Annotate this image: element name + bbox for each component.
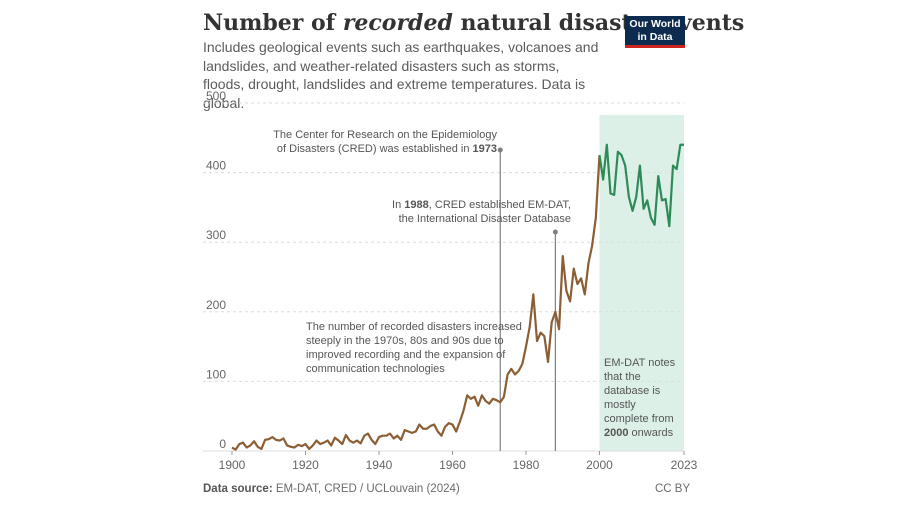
- annotation-steep-rise-segment: s and: [422, 335, 452, 347]
- annotation-cred-segment: 1973: [473, 143, 497, 155]
- series-line-post-2000: [598, 143, 684, 228]
- owid-logo[interactable]: Our World in Data: [625, 16, 685, 48]
- annotation-emdat-segment: 1988: [404, 199, 428, 211]
- x-tick-label: 1900: [219, 458, 246, 472]
- annotation-steep-rise-segment: 90: [452, 335, 464, 347]
- y-tick-label: 0: [219, 437, 226, 451]
- data-source: Data source: EM-DAT, CRED / UCLouvain (2…: [203, 483, 460, 495]
- title-suffix: natural disaster events: [452, 10, 745, 36]
- annotation-steep-rise: The number of recorded disasters increas…: [306, 321, 522, 375]
- annotation-steep-rise-line: steeply in the 1970s, 80s and 90s due to: [306, 335, 504, 347]
- x-tick-label: 2000: [586, 458, 613, 472]
- x-tick-label: 1960: [439, 458, 466, 472]
- x-tick-label: 1940: [366, 458, 393, 472]
- annotation-steep-rise-segment: improved recording and the expansion of: [306, 349, 506, 361]
- annotation-complete-2000-line: that the: [604, 371, 641, 383]
- logo-line-1: Our World: [629, 18, 681, 30]
- line-chart: 0 100 200 300 400 500 1900 1920 1940 1960 1980 2000…: [203, 89, 698, 472]
- annotation-complete-2000-line: complete from: [604, 413, 674, 425]
- annotation-steep-rise-line: improved recording and the expansion of: [306, 349, 506, 361]
- annotation-complete-2000-segment: database is: [604, 385, 661, 397]
- annotation-emdat-segment: the International Disaster Database: [399, 213, 571, 225]
- data-source-label: Data source:: [203, 483, 273, 495]
- title-emphasis: recorded: [342, 10, 453, 36]
- license[interactable]: CC BY: [655, 483, 691, 495]
- x-tick-label: 1980: [513, 458, 540, 472]
- annotation-emdat: In 1988, CRED established EM-DAT, the Int…: [392, 199, 571, 225]
- annotation-steep-rise-segment: s,: [398, 335, 410, 347]
- annotation-complete-2000: EM-DAT notes that the database is mostly com…: [604, 357, 676, 439]
- annotation-cred-segment: of Disasters (CRED) was established in: [277, 143, 473, 155]
- series-line-pre-2000: [231, 155, 601, 451]
- annotation-steep-rise-segment: The number of recorded disasters increas…: [306, 321, 522, 333]
- annotation-complete-2000-segment: that the: [604, 371, 641, 383]
- x-tick-label: 2023: [671, 458, 698, 472]
- annotation-complete-2000-line: mostly: [604, 399, 636, 411]
- annotation-steep-rise-line: communication technologies: [306, 363, 445, 375]
- y-tick-label: 500: [206, 89, 226, 103]
- data-source-text: EM-DAT, CRED / UCLouvain (2024): [272, 483, 460, 495]
- chart-title: Number of recorded natural disaster even…: [203, 10, 744, 36]
- annotation-steep-rise-segment: 80: [410, 335, 422, 347]
- annotation-steep-rise-segment: steeply in the: [306, 335, 374, 347]
- annotation-cred: The Center for Research on the Epidemiol…: [273, 129, 497, 155]
- y-tick-label: 300: [206, 228, 226, 242]
- annotation-steep-rise-segment: 1970: [374, 335, 398, 347]
- annotation-steep-rise-segment: s due to: [464, 335, 503, 347]
- annotation-steep-rise-line: The number of recorded disasters increas…: [306, 321, 522, 333]
- annotation-complete-2000-segment: mostly: [604, 399, 636, 411]
- annotation-complete-2000-segment: onwards: [628, 427, 673, 439]
- annotation-complete-2000-segment: EM-DAT notes: [604, 357, 676, 369]
- highlight-band: [599, 115, 684, 451]
- annotation-dot-1: [497, 147, 503, 153]
- annotation-complete-2000-line: EM-DAT notes: [604, 357, 676, 369]
- y-tick-label: 100: [206, 367, 226, 381]
- annotation-complete-2000-line: 2000 onwards: [604, 427, 674, 439]
- annotation-emdat-line: In 1988, CRED established EM-DAT,: [392, 199, 571, 211]
- annotation-emdat-segment: , CRED established EM-DAT,: [429, 199, 571, 211]
- x-tick-label: 1920: [292, 458, 319, 472]
- annotation-cred-line: of Disasters (CRED) was established in 1…: [277, 143, 497, 155]
- annotation-steep-rise-segment: communication technologies: [306, 363, 445, 375]
- annotation-emdat-line: the International Disaster Database: [399, 213, 571, 225]
- logo-line-2: in Data: [637, 31, 673, 43]
- y-tick-label: 200: [206, 298, 226, 312]
- annotation-cred-line: The Center for Research on the Epidemiol…: [273, 129, 497, 141]
- annotation-complete-2000-segment: complete from: [604, 413, 674, 425]
- annotation-cred-segment: The Center for Research on the Epidemiol…: [273, 129, 497, 141]
- annotation-complete-2000-line: database is: [604, 385, 661, 397]
- annotation-dot-2: [552, 229, 558, 235]
- annotation-complete-2000-segment: 2000: [604, 427, 628, 439]
- chart-subtitle: Includes geological events such as earth…: [203, 39, 599, 111]
- y-tick-label: 400: [206, 159, 226, 173]
- title-prefix: Number of: [203, 10, 343, 36]
- annotation-emdat-segment: In: [392, 199, 404, 211]
